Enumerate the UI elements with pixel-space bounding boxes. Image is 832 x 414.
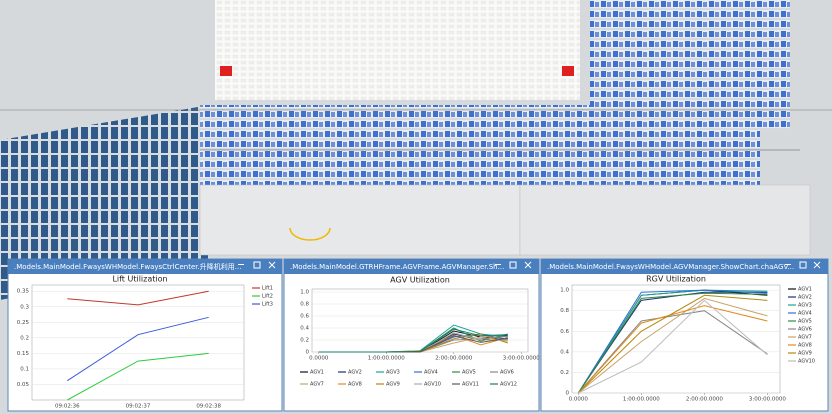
series-line bbox=[578, 299, 768, 394]
legend-label: AGV2 bbox=[348, 370, 362, 376]
y-tick-label: 0.6 bbox=[300, 314, 309, 320]
legend-label: Lift1 bbox=[262, 286, 273, 292]
x-tick-label: 09:02:36 bbox=[55, 404, 80, 410]
scene-storage bbox=[215, 0, 580, 100]
legend-label: AGV8 bbox=[348, 382, 362, 388]
legend-label: AGV7 bbox=[310, 382, 324, 388]
series-line bbox=[577, 305, 768, 394]
y-tick-label: 0.35 bbox=[17, 289, 30, 295]
close-button[interactable] bbox=[268, 261, 276, 269]
legend-label: AGV10 bbox=[424, 382, 441, 388]
y-tick-label: 0.4 bbox=[300, 326, 309, 332]
legend-label: AGV10 bbox=[798, 359, 815, 365]
x-tick-label: 3:00:00.0000 bbox=[749, 397, 786, 403]
legend-label: AGV9 bbox=[798, 351, 812, 357]
y-tick-label: 0 bbox=[566, 391, 570, 397]
legend-label: AGV3 bbox=[386, 370, 400, 376]
scene-racks bbox=[0, 105, 210, 300]
series-line bbox=[318, 328, 508, 353]
y-tick-label: 0.8 bbox=[300, 302, 309, 308]
maximize-button[interactable] bbox=[253, 261, 261, 269]
legend-label: AGV6 bbox=[500, 370, 514, 376]
series-line bbox=[577, 297, 768, 394]
series-line bbox=[67, 352, 209, 401]
y-tick-label: 0.25 bbox=[17, 320, 30, 326]
legend-label: AGV5 bbox=[798, 319, 812, 325]
scene-marker bbox=[220, 66, 232, 76]
x-tick-label: 2:00:00.0000 bbox=[686, 397, 723, 403]
scene-floor bbox=[519, 184, 811, 256]
legend-label: AGV1 bbox=[798, 287, 812, 293]
y-tick-label: 1.0 bbox=[300, 290, 309, 296]
title-bar bbox=[284, 259, 539, 274]
minimize-button[interactable] bbox=[785, 264, 791, 265]
close-button[interactable] bbox=[813, 261, 821, 269]
scene-floor bbox=[199, 184, 521, 256]
window-title: .Models.MainModel.FwaysWHModel.FwaysCtrl… bbox=[14, 262, 241, 271]
scene-marker bbox=[562, 66, 574, 76]
legend-label: Lift2 bbox=[262, 294, 273, 300]
plot-area bbox=[31, 284, 245, 401]
series-line bbox=[577, 289, 768, 394]
x-tick-label: 09:02:38 bbox=[196, 404, 221, 410]
legend-label: AGV3 bbox=[798, 303, 812, 309]
maximize-button[interactable] bbox=[509, 261, 517, 269]
x-tick-label: 1:00:00.0000 bbox=[623, 397, 660, 403]
x-tick-label: 3:00:00.0000 bbox=[503, 356, 540, 362]
y-tick-label: 0.15 bbox=[17, 351, 30, 357]
legend-label: AGV6 bbox=[798, 327, 812, 333]
legend-label: AGV11 bbox=[462, 382, 479, 388]
legend-label: AGV4 bbox=[424, 370, 438, 376]
legend-label: Lift3 bbox=[262, 302, 273, 308]
legend-label: AGV4 bbox=[798, 311, 812, 317]
legend-label: AGV9 bbox=[386, 382, 400, 388]
minimize-button[interactable] bbox=[238, 264, 244, 265]
y-tick-label: 0.3 bbox=[20, 304, 29, 310]
series-line bbox=[577, 292, 768, 394]
chart-title: Lift Utilization bbox=[112, 275, 167, 284]
y-tick-label: 0.2 bbox=[300, 338, 309, 344]
series-line bbox=[577, 294, 768, 394]
window-title: .Models.MainModel.GTRHFrame.AGVFrame.AGV… bbox=[290, 263, 504, 271]
legend-label: AGV7 bbox=[798, 335, 812, 341]
maximize-button[interactable] bbox=[799, 261, 807, 269]
legend-label: AGV12 bbox=[500, 382, 517, 388]
scene-racks bbox=[200, 105, 760, 185]
y-tick-label: 0.2 bbox=[560, 370, 569, 376]
x-tick-label: 1:00:00.0000 bbox=[368, 356, 405, 362]
scene-arc bbox=[289, 227, 331, 241]
x-tick-label: 2:00:00.0000 bbox=[435, 356, 472, 362]
x-tick-label: 0.0000 bbox=[569, 397, 589, 403]
x-tick-label: 09:02:37 bbox=[126, 404, 151, 410]
minimize-button[interactable] bbox=[495, 264, 501, 265]
x-tick-label: 0.0000 bbox=[309, 356, 329, 362]
y-tick-label: 0.1 bbox=[20, 366, 29, 372]
y-tick-label: 1.0 bbox=[560, 288, 569, 294]
title-bar bbox=[541, 259, 828, 274]
y-tick-label: 0.8 bbox=[560, 308, 569, 314]
y-tick-label: 0.4 bbox=[560, 349, 569, 355]
legend-label: AGV2 bbox=[798, 295, 812, 301]
legend-label: AGV8 bbox=[798, 343, 812, 349]
chart-title: AGV Utilization bbox=[390, 276, 450, 285]
series-line bbox=[577, 310, 768, 394]
series-line bbox=[577, 289, 768, 394]
chart-title: RGV Utilization bbox=[646, 275, 706, 284]
legend-label: AGV5 bbox=[462, 370, 476, 376]
y-tick-label: 0 bbox=[306, 350, 310, 356]
close-button[interactable] bbox=[524, 261, 532, 269]
y-tick-label: 0.05 bbox=[17, 382, 30, 388]
y-tick-label: 0.2 bbox=[20, 335, 29, 341]
plot-area bbox=[311, 288, 529, 353]
series-line bbox=[67, 316, 209, 382]
y-tick-label: 0.6 bbox=[560, 329, 569, 335]
legend-label: AGV1 bbox=[310, 370, 324, 376]
series-line bbox=[67, 290, 209, 306]
title-bar bbox=[8, 259, 282, 274]
window-title: .Models.MainModel.FwaysWHModel.AGVManage… bbox=[547, 263, 794, 271]
